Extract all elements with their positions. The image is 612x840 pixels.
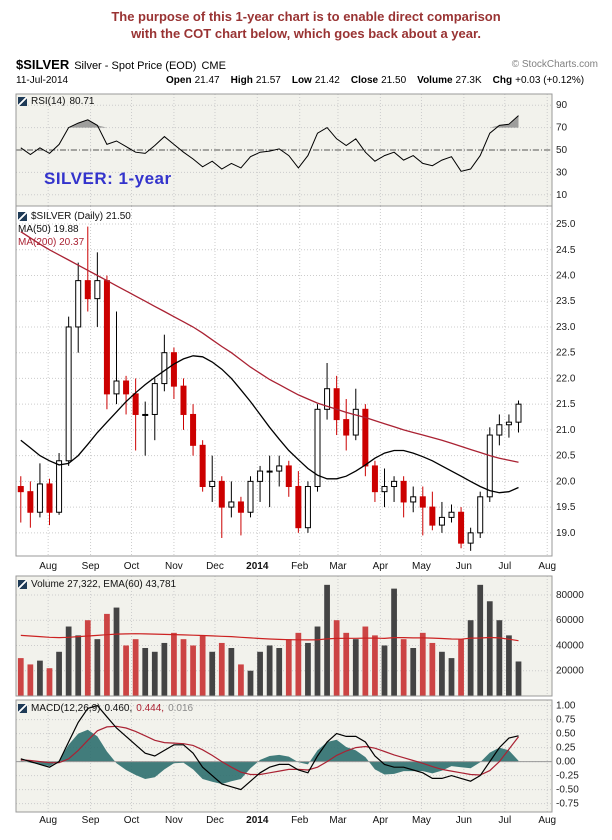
svg-text:Sep: Sep bbox=[82, 815, 100, 826]
svg-text:Apr: Apr bbox=[373, 561, 389, 572]
svg-text:Oct: Oct bbox=[124, 815, 140, 826]
svg-text:May: May bbox=[412, 561, 431, 572]
svg-text:0.25: 0.25 bbox=[556, 743, 576, 754]
ma50-label: MA(50) 19.88 bbox=[18, 224, 79, 235]
svg-text:30: 30 bbox=[556, 167, 568, 178]
svg-text:0.75: 0.75 bbox=[556, 715, 576, 726]
note-line-1: The purpose of this 1-year chart is to e… bbox=[111, 9, 501, 24]
symbol-line-label: $SILVER (Daily) 21.50 bbox=[31, 211, 131, 222]
svg-text:Dec: Dec bbox=[206, 561, 224, 572]
svg-text:Aug: Aug bbox=[538, 561, 556, 572]
volume-chart-icon bbox=[18, 580, 27, 589]
svg-text:Jun: Jun bbox=[456, 561, 472, 572]
svg-text:Dec: Dec bbox=[206, 815, 224, 826]
svg-text:60000: 60000 bbox=[556, 615, 584, 626]
exchange-label: CME bbox=[201, 60, 226, 72]
chart-title: $SILVER Silver - Spot Price (EOD) CME bbox=[16, 57, 226, 72]
svg-text:22.5: 22.5 bbox=[556, 348, 576, 359]
symbol-chart-icon bbox=[18, 212, 27, 221]
macd-value: 0.460, bbox=[104, 703, 133, 714]
svg-text:22.0: 22.0 bbox=[556, 373, 576, 384]
volume-legend-text: Volume 27,322, EMA(60) 43,781 bbox=[31, 579, 177, 590]
svg-text:-0.25: -0.25 bbox=[556, 771, 579, 782]
svg-text:Jul: Jul bbox=[498, 815, 511, 826]
svg-text:Jun: Jun bbox=[456, 815, 472, 826]
macd-hist-value: 0.016 bbox=[168, 703, 194, 714]
svg-text:20.5: 20.5 bbox=[556, 451, 576, 462]
svg-text:Sep: Sep bbox=[82, 561, 100, 572]
price-legend: $SILVER (Daily) 21.50 MA(50) 19.88 MA(20… bbox=[18, 210, 131, 249]
quote-date: 11-Jul-2014 bbox=[16, 75, 69, 86]
macd-label: MACD(12,26,9) bbox=[31, 703, 101, 714]
quote-row: 11-Jul-2014 Open 21.47 High 21.57 Low 21.42… bbox=[16, 75, 595, 86]
svg-text:Feb: Feb bbox=[291, 815, 309, 826]
indicator-chart-icon bbox=[18, 97, 27, 106]
svg-text:70: 70 bbox=[556, 123, 568, 134]
svg-text:2014: 2014 bbox=[246, 561, 269, 572]
svg-text:Feb: Feb bbox=[291, 561, 309, 572]
svg-text:21.0: 21.0 bbox=[556, 425, 576, 436]
svg-text:10: 10 bbox=[556, 190, 568, 201]
rsi-value: 80.71 bbox=[69, 96, 95, 107]
svg-text:2014: 2014 bbox=[246, 815, 269, 826]
quote-high: High 21.57 bbox=[230, 75, 281, 86]
svg-text:25.0: 25.0 bbox=[556, 219, 576, 230]
macd-legend: MACD(12,26,9) 0.460, 0.444, 0.016 bbox=[18, 703, 193, 714]
svg-text:Apr: Apr bbox=[373, 815, 389, 826]
quote-low: Low 21.42 bbox=[291, 75, 340, 86]
svg-text:23.0: 23.0 bbox=[556, 322, 576, 333]
copyright-label: © StockCharts.com bbox=[511, 59, 598, 70]
svg-text:Jul: Jul bbox=[498, 561, 511, 572]
svg-text:1.00: 1.00 bbox=[556, 701, 576, 712]
symbol-description: Silver - Spot Price (EOD) bbox=[74, 60, 197, 72]
price-legend-symbol-row: $SILVER (Daily) 21.50 bbox=[18, 210, 131, 223]
symbol-name: $SILVER bbox=[16, 57, 70, 72]
svg-text:May: May bbox=[412, 815, 431, 826]
rsi-legend: RSI(14) 80.71 bbox=[18, 96, 94, 107]
svg-text:24.0: 24.0 bbox=[556, 270, 576, 281]
svg-text:19.0: 19.0 bbox=[556, 528, 576, 539]
quote-close: Close 21.50 bbox=[350, 75, 407, 86]
chart-annotation: SILVER: 1-year bbox=[44, 169, 172, 188]
svg-text:0.00: 0.00 bbox=[556, 757, 576, 768]
svg-text:-0.75: -0.75 bbox=[556, 799, 579, 810]
svg-text:24.5: 24.5 bbox=[556, 245, 576, 256]
svg-text:Mar: Mar bbox=[329, 815, 347, 826]
svg-text:80000: 80000 bbox=[556, 590, 584, 601]
svg-text:19.5: 19.5 bbox=[556, 502, 576, 513]
svg-text:20000: 20000 bbox=[556, 666, 584, 677]
svg-text:Aug: Aug bbox=[39, 561, 57, 572]
volume-legend: Volume 27,322, EMA(60) 43,781 bbox=[18, 579, 176, 590]
svg-text:90: 90 bbox=[556, 100, 568, 111]
svg-text:Aug: Aug bbox=[538, 815, 556, 826]
quote-open: Open 21.47 bbox=[166, 75, 220, 86]
svg-text:0.50: 0.50 bbox=[556, 729, 576, 740]
svg-text:-0.50: -0.50 bbox=[556, 785, 579, 796]
svg-text:Nov: Nov bbox=[165, 561, 183, 572]
svg-text:Mar: Mar bbox=[329, 561, 347, 572]
svg-text:40000: 40000 bbox=[556, 640, 584, 651]
svg-text:Oct: Oct bbox=[124, 561, 140, 572]
quote-volume: Volume 27.3K bbox=[417, 75, 482, 86]
svg-text:50: 50 bbox=[556, 145, 568, 156]
svg-text:20.0: 20.0 bbox=[556, 476, 576, 487]
svg-text:Nov: Nov bbox=[165, 815, 183, 826]
quote-change: Chg +0.03 (+0.12%) bbox=[492, 75, 585, 86]
svg-text:23.5: 23.5 bbox=[556, 296, 576, 307]
page-note: The purpose of this 1-year chart is to e… bbox=[0, 8, 612, 42]
svg-text:Aug: Aug bbox=[39, 815, 57, 826]
svg-text:21.5: 21.5 bbox=[556, 399, 576, 410]
note-line-2: with the COT chart below, which goes bac… bbox=[131, 26, 481, 41]
ma200-label: MA(200) 20.37 bbox=[18, 237, 85, 248]
chart-svg: 90 70 50 30 10 25.0 24.5 24.0 23.5 23.0 22.5 22.0 21… bbox=[15, 93, 584, 826]
macd-chart-icon bbox=[18, 704, 27, 713]
macd-signal-value: 0.444, bbox=[136, 703, 165, 714]
rsi-label: RSI(14) bbox=[31, 96, 66, 107]
